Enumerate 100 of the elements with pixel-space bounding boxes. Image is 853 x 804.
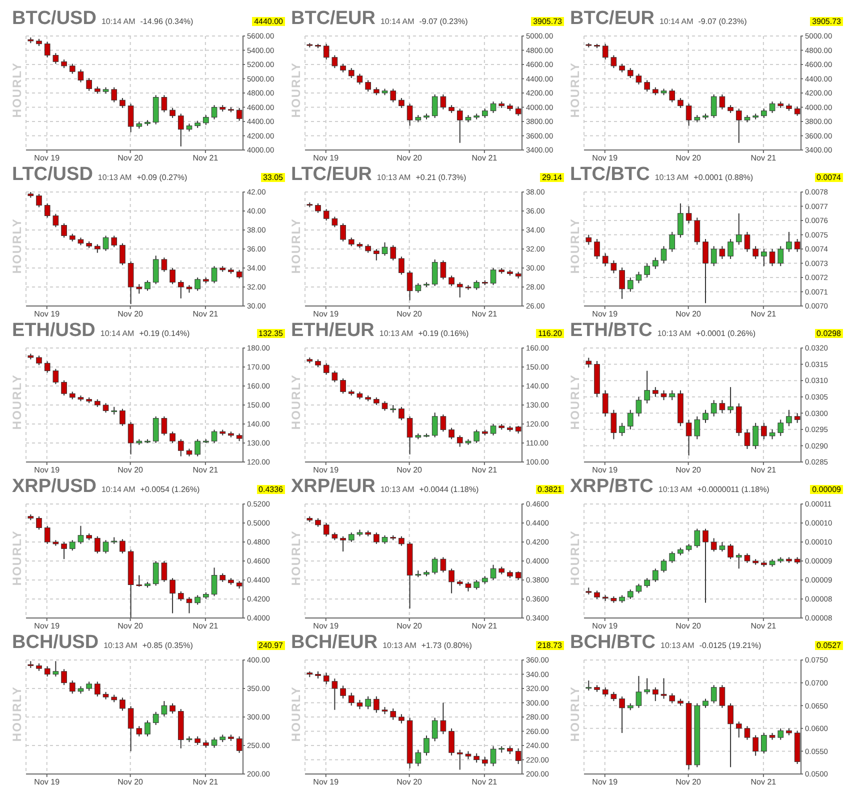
candlestick	[406, 103, 413, 126]
candlestick	[398, 536, 404, 546]
candlestick	[44, 41, 50, 58]
candlestick	[482, 108, 488, 118]
text: -0.0125 (19.21%)	[699, 641, 762, 650]
candlestick	[323, 362, 330, 376]
candlestick	[474, 429, 480, 444]
candlestick	[194, 438, 200, 457]
candlestick	[778, 419, 784, 436]
candlestick	[456, 749, 463, 770]
chart-title: XRP/USD	[11, 476, 96, 498]
candlestick	[440, 556, 446, 573]
candlestick	[44, 525, 50, 544]
x-tick-label: Nov 19	[34, 310, 60, 319]
candlestick	[102, 402, 109, 414]
candlestick	[736, 108, 742, 144]
candlestick	[660, 678, 667, 700]
candlestick	[778, 728, 784, 740]
chart-title: BTC/EUR	[290, 8, 376, 30]
x-tick-label: Nov 19	[592, 778, 618, 787]
candlestick	[348, 692, 354, 706]
chart-title: BTC/USD	[11, 8, 96, 30]
candlestick	[627, 68, 634, 79]
x-tick-label: Nov 20	[396, 622, 423, 631]
text: +0.21 (0.73%)	[416, 173, 466, 182]
candlestick	[769, 248, 776, 267]
candlestick	[490, 268, 496, 286]
chart-subtitle: 10:13 AM	[657, 329, 692, 338]
candlestick	[694, 217, 700, 246]
x-tick-label: Nov 20	[118, 466, 144, 475]
candlestick	[356, 73, 363, 85]
x-tick-label: Nov 19	[313, 310, 340, 319]
candlestick	[52, 660, 59, 678]
candlestick	[636, 396, 642, 417]
candlestick	[136, 284, 142, 294]
candlestick	[602, 43, 608, 60]
candlestick	[332, 216, 338, 228]
chart-title: BCH/BTC	[569, 632, 656, 654]
candlestick	[120, 242, 126, 266]
candlestick	[186, 596, 192, 614]
candlestick	[340, 378, 346, 394]
chart-subtitle: 10:13 AM	[98, 173, 132, 182]
candlestick	[432, 94, 438, 118]
chart-subtitle: 10:13 AM	[382, 641, 416, 650]
candlestick	[644, 80, 650, 92]
candlestick	[178, 438, 184, 457]
candlestick	[744, 552, 750, 564]
candlestick	[36, 516, 42, 530]
candlestick	[474, 280, 480, 290]
candlestick	[440, 260, 446, 280]
candlestick	[86, 681, 92, 692]
candlestick	[610, 409, 617, 440]
x-tick-label: Nov 21	[192, 466, 219, 475]
candlestick	[669, 390, 676, 401]
candlestick	[102, 235, 109, 252]
x-tick-label: Nov 21	[472, 154, 498, 163]
candlestick	[152, 416, 159, 444]
candlestick	[660, 390, 667, 401]
candlestick	[211, 567, 218, 597]
candlestick	[619, 422, 625, 436]
candlestick	[678, 97, 684, 108]
candlestick	[170, 578, 176, 614]
candlestick	[102, 540, 109, 554]
candlestick	[627, 409, 634, 430]
candlestick	[710, 538, 717, 552]
text: 33.05	[260, 173, 285, 182]
text: 240.97	[256, 641, 285, 650]
text: 3905.73	[810, 17, 843, 26]
candlestick	[440, 414, 446, 432]
x-tick-label: Nov 21	[750, 622, 777, 631]
text: 0.0298	[814, 329, 843, 338]
candlestick	[152, 711, 159, 726]
candlestick	[761, 248, 767, 267]
x-tick-label: Nov 19	[34, 778, 60, 787]
x-tick-label: Nov 21	[192, 778, 219, 787]
x-tick-label: Nov 19	[592, 154, 618, 163]
x-tick-label: Nov 19	[592, 466, 618, 475]
candlestick	[340, 536, 346, 552]
candlestick	[69, 63, 76, 74]
candlestick	[211, 266, 218, 284]
candlestick	[390, 88, 396, 103]
x-tick-label: Nov 20	[118, 622, 144, 631]
candlestick	[482, 756, 488, 767]
candlestick	[678, 202, 684, 238]
candlestick	[332, 678, 338, 710]
candlestick	[78, 525, 84, 544]
candlestick	[686, 419, 692, 456]
candlestick	[594, 238, 600, 260]
candlestick	[610, 54, 617, 69]
candlestick	[211, 737, 218, 748]
candlestick	[194, 277, 200, 292]
text: +0.0001 (0.26%)	[696, 329, 756, 338]
candlestick	[78, 68, 84, 83]
candlestick	[365, 696, 371, 710]
candlestick	[586, 357, 592, 368]
candlestick	[128, 103, 134, 133]
x-tick-label: Nov 21	[472, 466, 498, 475]
candlestick	[52, 368, 59, 385]
candlestick	[627, 589, 634, 600]
candlestick	[728, 386, 734, 414]
